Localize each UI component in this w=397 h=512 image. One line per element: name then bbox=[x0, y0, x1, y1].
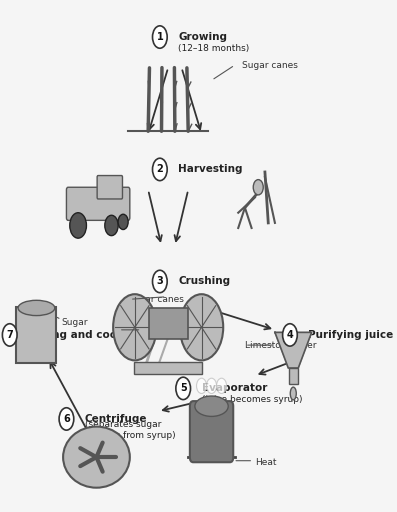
Circle shape bbox=[180, 294, 223, 360]
FancyBboxPatch shape bbox=[97, 176, 123, 199]
Text: 3: 3 bbox=[156, 276, 163, 286]
Text: Growing: Growing bbox=[178, 32, 227, 42]
Circle shape bbox=[176, 377, 191, 399]
Text: Drying and cooling: Drying and cooling bbox=[28, 330, 139, 340]
Text: Harvesting: Harvesting bbox=[178, 164, 243, 175]
Text: Heat: Heat bbox=[255, 458, 276, 467]
Text: 7: 7 bbox=[6, 330, 13, 340]
FancyBboxPatch shape bbox=[134, 362, 202, 374]
Text: Crushing: Crushing bbox=[178, 276, 230, 286]
Polygon shape bbox=[275, 332, 312, 368]
Circle shape bbox=[152, 158, 167, 181]
Text: (juice becomes syrup): (juice becomes syrup) bbox=[202, 395, 302, 404]
Text: 5: 5 bbox=[180, 383, 187, 393]
FancyBboxPatch shape bbox=[289, 368, 298, 384]
Text: 2: 2 bbox=[156, 164, 163, 175]
Circle shape bbox=[105, 215, 118, 236]
Circle shape bbox=[70, 212, 87, 238]
Ellipse shape bbox=[18, 301, 55, 315]
Circle shape bbox=[283, 324, 297, 346]
Circle shape bbox=[152, 270, 167, 293]
Text: Evaporator: Evaporator bbox=[202, 383, 267, 393]
Circle shape bbox=[2, 324, 17, 346]
Text: 4: 4 bbox=[287, 330, 293, 340]
Text: Purifying juice: Purifying juice bbox=[308, 330, 393, 340]
Text: Sugar canes: Sugar canes bbox=[128, 295, 184, 304]
Text: (separates sugar
crystals from syrup): (separates sugar crystals from syrup) bbox=[85, 420, 175, 440]
Circle shape bbox=[197, 378, 206, 394]
Text: Sugar canes: Sugar canes bbox=[241, 60, 297, 70]
Text: Limestone filter: Limestone filter bbox=[245, 340, 316, 350]
Circle shape bbox=[118, 214, 128, 229]
FancyBboxPatch shape bbox=[16, 307, 56, 363]
FancyBboxPatch shape bbox=[190, 401, 233, 462]
Circle shape bbox=[113, 294, 156, 360]
Circle shape bbox=[216, 378, 227, 394]
Text: (12–18 months): (12–18 months) bbox=[178, 44, 249, 53]
Circle shape bbox=[206, 378, 216, 394]
FancyBboxPatch shape bbox=[149, 308, 187, 339]
Circle shape bbox=[152, 26, 167, 48]
Ellipse shape bbox=[63, 426, 130, 488]
Circle shape bbox=[59, 408, 74, 430]
Ellipse shape bbox=[195, 396, 228, 416]
Ellipse shape bbox=[290, 387, 296, 400]
Text: Centrifuge: Centrifuge bbox=[85, 414, 147, 424]
Text: 6: 6 bbox=[63, 414, 70, 424]
Text: 1: 1 bbox=[156, 32, 163, 42]
FancyBboxPatch shape bbox=[66, 187, 130, 220]
Circle shape bbox=[253, 180, 263, 195]
Text: Juice: Juice bbox=[118, 325, 140, 334]
Text: Sugar: Sugar bbox=[62, 318, 88, 327]
